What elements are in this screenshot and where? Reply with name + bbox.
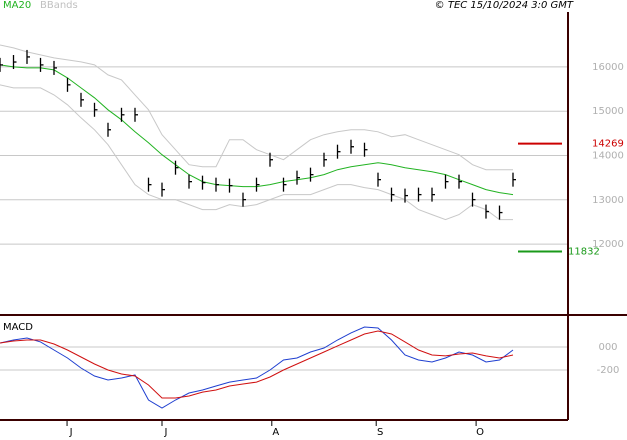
legend-ma20: MA20 xyxy=(3,0,31,11)
y-tick-label: 000 xyxy=(598,342,617,353)
source: © TEC 15/10/2024 3:0 GMT xyxy=(435,0,574,11)
bband-lower xyxy=(0,84,513,221)
x-tick-label: A xyxy=(272,427,279,438)
macd-title: MACD xyxy=(3,322,33,333)
bband-upper xyxy=(0,44,513,171)
x-tick-label: S xyxy=(377,427,383,438)
x-tick-label: J xyxy=(164,427,168,438)
macd-line xyxy=(0,326,514,409)
level-label: 11832 xyxy=(568,247,600,258)
y-tick-label: 14000 xyxy=(592,151,624,162)
y-tick-label: 13000 xyxy=(592,195,624,206)
level-label: 14269 xyxy=(592,139,624,150)
macd-line xyxy=(0,330,514,399)
y-tick-label: 16000 xyxy=(592,62,624,73)
legend-bbands: BBands xyxy=(40,0,78,11)
y-tick-label: -200 xyxy=(597,365,620,376)
y-tick-label: 15000 xyxy=(592,106,624,117)
x-tick-label: J xyxy=(69,427,73,438)
x-tick-label: O xyxy=(476,427,484,438)
y-tick-label: 12000 xyxy=(592,239,624,250)
